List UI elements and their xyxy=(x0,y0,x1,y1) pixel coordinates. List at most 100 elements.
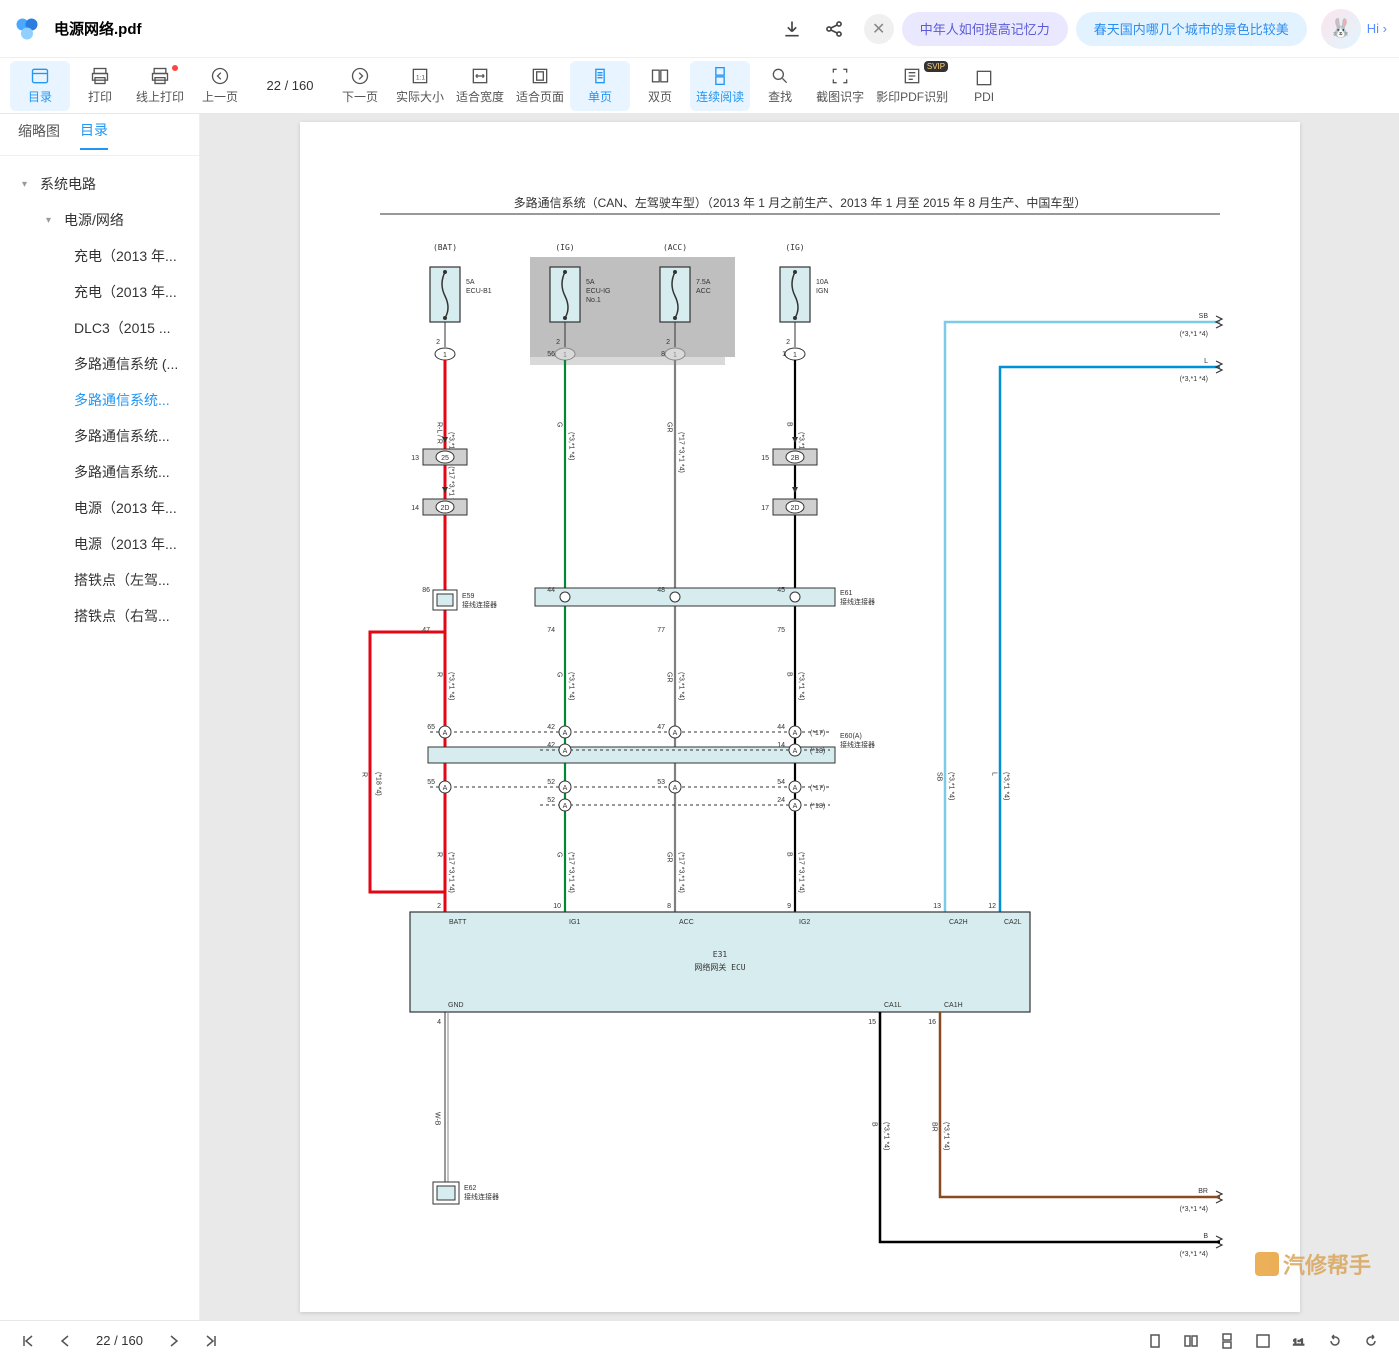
rotate-left-icon[interactable] xyxy=(1327,1333,1343,1349)
tree-item[interactable]: 电源（2013 年... xyxy=(6,490,193,526)
tree-item[interactable]: 多路通信系统... xyxy=(6,418,193,454)
svg-text:(*3,*1 *4): (*3,*1 *4) xyxy=(882,1122,889,1150)
svg-text:(*17 *3,*1 *4): (*17 *3,*1 *4) xyxy=(677,852,684,893)
svg-text:25: 25 xyxy=(441,455,449,462)
toolbar-截图识字[interactable]: 截图识字 xyxy=(810,61,870,111)
caret-icon: ▾ xyxy=(22,179,36,190)
next-page-icon[interactable] xyxy=(165,1333,181,1349)
toolbar-上一页[interactable]: 上一页 xyxy=(190,61,250,111)
last-page-icon[interactable] xyxy=(203,1333,219,1349)
tree-item[interactable]: 电源（2013 年... xyxy=(6,526,193,562)
share-icon[interactable] xyxy=(824,19,844,39)
svg-text:1:1: 1:1 xyxy=(1293,1338,1305,1347)
view-continuous-icon[interactable] xyxy=(1219,1333,1235,1349)
tab-thumbnail[interactable]: 缩略图 xyxy=(18,121,60,149)
svg-text:BR: BR xyxy=(1198,1188,1208,1195)
svg-text:BR: BR xyxy=(930,1122,937,1132)
tree-item[interactable]: 搭铁点（右驾... xyxy=(6,598,193,634)
svg-text:(*3,*1 *4): (*3,*1 *4) xyxy=(1002,772,1009,800)
toolbar-label: 影印PDF识别 xyxy=(876,88,948,105)
svip-badge: SVIP xyxy=(924,61,948,72)
toolbar-icon xyxy=(150,66,170,86)
toolbar-打印[interactable]: 打印 xyxy=(70,61,130,111)
svg-text:(*17): (*17) xyxy=(810,785,825,792)
svg-text:A: A xyxy=(792,803,797,810)
toolbar-适合页面[interactable]: 适合页面 xyxy=(510,61,570,111)
view-actual-icon[interactable]: 1:1 xyxy=(1291,1333,1307,1349)
view-single-icon[interactable] xyxy=(1147,1333,1163,1349)
svg-text:15: 15 xyxy=(868,1019,876,1026)
svg-text:E59: E59 xyxy=(462,593,475,600)
document-filename: 电源网络.pdf xyxy=(54,18,142,39)
svg-text:77: 77 xyxy=(657,627,665,634)
toolbar-单页[interactable]: 单页 xyxy=(570,61,630,111)
user-avatar[interactable]: 🐰 xyxy=(1321,9,1361,49)
toolbar-icon xyxy=(770,66,790,86)
svg-text:14: 14 xyxy=(777,742,785,749)
tree-item[interactable]: 多路通信系统... xyxy=(6,382,193,418)
download-icon[interactable] xyxy=(782,19,802,39)
first-page-icon[interactable] xyxy=(20,1333,36,1349)
svg-text:A: A xyxy=(672,785,677,792)
tree-label: 电源（2013 年... xyxy=(74,534,177,554)
toolbar-适合宽度[interactable]: 适合宽度 xyxy=(450,61,510,111)
tab-outline[interactable]: 目录 xyxy=(80,120,108,150)
svg-text:47: 47 xyxy=(657,724,665,731)
tree-item[interactable]: 搭铁点（左驾... xyxy=(6,562,193,598)
svg-text:9: 9 xyxy=(787,903,791,910)
view-fit-icon[interactable] xyxy=(1255,1333,1271,1349)
promo-pill-1[interactable]: 中年人如何提高记忆力 xyxy=(902,12,1068,46)
svg-text:BATT: BATT xyxy=(449,919,467,926)
toolbar-线上打印[interactable]: 线上打印 xyxy=(130,61,190,111)
tree-item[interactable]: 充电（2013 年... xyxy=(6,238,193,274)
svg-text:48: 48 xyxy=(657,587,665,594)
svg-text:2: 2 xyxy=(786,339,790,346)
page-viewport[interactable]: 多路通信系统（CAN、左驾驶车型）（2013 年 1 月之前生产、2013 年 … xyxy=(200,114,1399,1320)
svg-text:8: 8 xyxy=(667,903,671,910)
rotate-right-icon[interactable] xyxy=(1363,1333,1379,1349)
svg-text:IG1: IG1 xyxy=(569,919,580,926)
tree-item[interactable]: 多路通信系统... xyxy=(6,454,193,490)
svg-text:R: R xyxy=(435,852,442,857)
view-double-icon[interactable] xyxy=(1183,1333,1199,1349)
svg-text:2: 2 xyxy=(666,339,670,346)
svg-text:接线连接器: 接线连接器 xyxy=(840,740,875,749)
toolbar-label: 上一页 xyxy=(202,88,238,105)
tree-label: 搭铁点（左驾... xyxy=(74,570,170,590)
svg-text:A: A xyxy=(792,785,797,792)
tree-item[interactable]: 多路通信系统 (... xyxy=(6,346,193,382)
svg-text:(*17 *3,*1 *4): (*17 *3,*1 *4) xyxy=(797,852,804,893)
tree-label: 电源（2013 年... xyxy=(74,498,177,518)
toolbar-影印PDF识别[interactable]: 影印PDF识别 SVIP xyxy=(870,61,954,111)
badge-dot xyxy=(172,65,178,71)
tree-item[interactable]: ▾系统电路 xyxy=(6,166,193,202)
svg-text:2B: 2B xyxy=(790,455,799,462)
wiring-diagram: 多路通信系统（CAN、左驾驶车型）（2013 年 1 月之前生产、2013 年 … xyxy=(300,122,1300,1320)
prev-page-icon[interactable] xyxy=(58,1333,74,1349)
toolbar-实际大小[interactable]: 1:1实际大小 xyxy=(390,61,450,111)
toolbar-label: 打印 xyxy=(88,88,112,105)
hi-label[interactable]: Hi › xyxy=(1367,21,1387,36)
svg-text:13: 13 xyxy=(933,903,941,910)
tree-item[interactable]: ▾电源/网络 xyxy=(6,202,193,238)
svg-text:44: 44 xyxy=(547,587,555,594)
promo-close-button[interactable]: ✕ xyxy=(864,14,894,44)
toolbar-PDI[interactable]: PDI xyxy=(954,61,1014,111)
svg-text:(*17 *3,*1 *4): (*17 *3,*1 *4) xyxy=(567,852,574,893)
toolbar-查找[interactable]: 查找 xyxy=(750,61,810,111)
toolbar-双页[interactable]: 双页 xyxy=(630,61,690,111)
toolbar-label: 双页 xyxy=(648,88,672,105)
tree-item[interactable]: DLC3（2015 ... xyxy=(6,310,193,346)
svg-text:7.5A: 7.5A xyxy=(696,279,711,286)
promo-pill-2[interactable]: 春天国内哪几个城市的景色比较美 xyxy=(1076,12,1307,46)
tree-item[interactable]: 充电（2013 年... xyxy=(6,274,193,310)
svg-text:75: 75 xyxy=(777,627,785,634)
svg-text:E62: E62 xyxy=(464,1185,477,1192)
toolbar-下一页[interactable]: 下一页 xyxy=(330,61,390,111)
svg-text:1:1: 1:1 xyxy=(416,74,426,81)
toolbar-目录[interactable]: 目录 xyxy=(10,61,70,111)
svg-text:ECU-IG: ECU-IG xyxy=(586,288,611,295)
svg-text:SB: SB xyxy=(1198,313,1208,320)
svg-text:ACC: ACC xyxy=(696,288,711,295)
toolbar-连续阅读[interactable]: 连续阅读 xyxy=(690,61,750,111)
